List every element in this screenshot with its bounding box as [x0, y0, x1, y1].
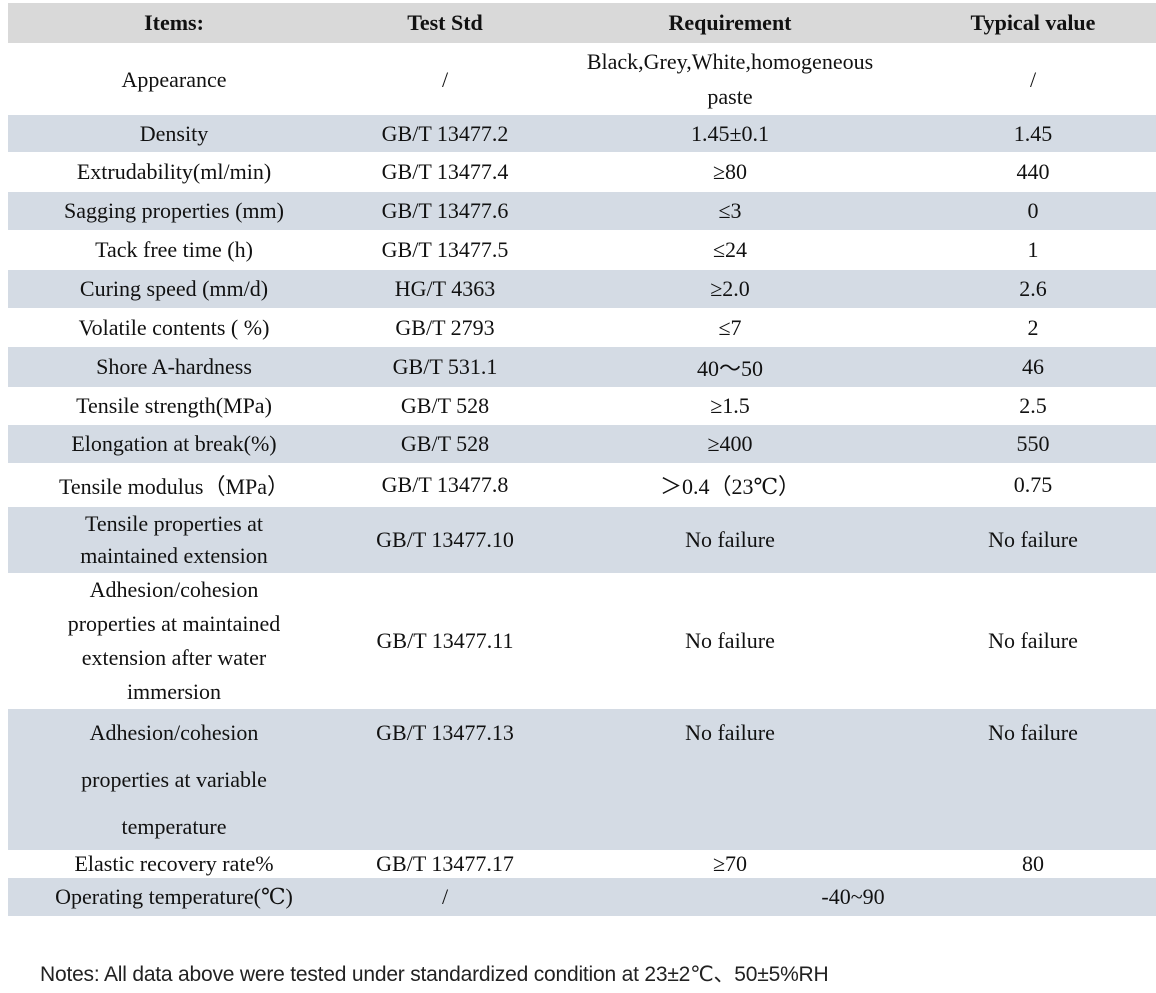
- requirement-cell: -40~90: [821, 884, 885, 909]
- requirement-cell: ＞0.4（23℃）: [659, 474, 801, 499]
- typical-value-cell: 1: [1027, 237, 1039, 262]
- item-cell: Appearance: [121, 66, 227, 92]
- spec-table-body: Appearance / Black,Grey,White,homogeneous …: [8, 43, 1156, 916]
- item-cell: Tack free time (h): [95, 237, 253, 262]
- test-std-cell: GB/T 2793: [395, 314, 495, 340]
- requirement-cell: Black,Grey,White,homogeneous paste: [586, 49, 874, 109]
- test-std-cell: GB/T 13477.5: [381, 237, 509, 262]
- test-std-cell: GB/T 13477.2: [381, 120, 509, 146]
- item-cell: Adhesion/cohesion properties at variable…: [81, 720, 267, 839]
- item-cell: Sagging properties (mm): [64, 198, 284, 223]
- typical-value-cell: 80: [1022, 851, 1044, 876]
- table-row: Adhesion/cohesion properties at variable…: [8, 709, 1156, 850]
- typical-value-cell: 2.5: [1019, 393, 1047, 418]
- item-cell: Adhesion/cohesion properties at maintain…: [67, 577, 281, 704]
- requirement-cell: No failure: [685, 628, 775, 653]
- table-row: Density GB/T 13477.2 1.45±0.1 1.45: [8, 115, 1156, 152]
- item-cell: Shore A-hardness: [96, 354, 252, 379]
- table-row: Tensile strength(MPa) GB/T 528 ≥1.5 2.5: [8, 387, 1156, 425]
- requirement-cell: ≤3: [718, 198, 742, 223]
- table-row: Curing speed (mm/d) HG/T 4363 ≥2.0 2.6: [8, 270, 1156, 308]
- typical-value-cell: No failure: [988, 527, 1078, 552]
- item-cell: Volatile contents ( %): [78, 314, 270, 340]
- item-cell: Operating temperature(℃): [55, 884, 293, 909]
- test-std-cell: GB/T 13477.13: [376, 720, 514, 745]
- typical-value-cell: No failure: [988, 720, 1078, 745]
- typical-value-cell: /: [1029, 66, 1037, 92]
- table-row: Tack free time (h) GB/T 13477.5 ≤24 1: [8, 230, 1156, 270]
- item-cell: Elastic recovery rate%: [74, 851, 274, 876]
- table-row: Operating temperature(℃) / -40~90: [8, 878, 1156, 916]
- test-std-cell: /: [441, 66, 449, 92]
- test-std-cell: GB/T 13477.10: [376, 527, 514, 552]
- test-std-cell: GB/T 528: [400, 393, 490, 418]
- spec-table-header: Items: Test Std Requirement Typical valu…: [8, 3, 1156, 43]
- table-row: Appearance / Black,Grey,White,homogeneous …: [8, 43, 1156, 115]
- requirement-cell: ≥400: [707, 431, 753, 456]
- table-row: Elongation at break(%) GB/T 528 ≥400 550: [8, 425, 1156, 463]
- item-cell: Density: [139, 120, 209, 146]
- col-header-typical-value: Typical value: [970, 10, 1096, 35]
- table-row: Extrudability(ml/min) GB/T 13477.4 ≥80 440: [8, 152, 1156, 192]
- col-header-requirement: Requirement: [668, 10, 792, 35]
- item-cell: Tensile strength(MPa): [76, 393, 272, 418]
- test-std-cell: GB/T 13477.8: [381, 472, 509, 497]
- requirement-cell: ≥2.0: [710, 276, 750, 301]
- test-std-cell: GB/T 13477.6: [381, 198, 509, 223]
- requirement-cell: ≥70: [712, 851, 748, 876]
- typical-value-cell: 46: [1022, 354, 1044, 379]
- col-header-test-std: Test Std: [407, 10, 483, 35]
- table-row: Volatile contents ( %) GB/T 2793 ≤7 2: [8, 308, 1156, 347]
- table-row: Shore A-hardness GB/T 531.1 40～50 46: [8, 347, 1156, 387]
- requirement-cell: ≤24: [712, 237, 748, 262]
- item-cell: Curing speed (mm/d): [79, 276, 269, 301]
- typical-value-cell: 440: [1016, 159, 1050, 184]
- test-std-cell: GB/T 531.1: [392, 354, 498, 379]
- typical-value-cell: 1.45: [1013, 120, 1053, 146]
- typical-value-cell: 550: [1016, 431, 1050, 456]
- typical-value-cell: 2.6: [1019, 276, 1047, 301]
- item-cell: Extrudability(ml/min): [76, 159, 272, 184]
- test-std-cell: GB/T 13477.4: [381, 159, 509, 184]
- table-row: Tensile properties at maintained extensi…: [8, 507, 1156, 573]
- test-std-cell: GB/T 528: [400, 431, 490, 456]
- item-cell: Tensile properties at maintained extensi…: [80, 511, 268, 568]
- requirement-cell: No failure: [685, 527, 775, 552]
- typical-value-cell: 2: [1027, 314, 1039, 340]
- test-std-cell: GB/T 13477.17: [376, 851, 514, 876]
- requirement-cell: ≥80: [712, 159, 748, 184]
- typical-value-cell: 0: [1027, 198, 1039, 223]
- table-row: Adhesion/cohesion properties at maintain…: [8, 573, 1156, 709]
- test-std-cell: GB/T 13477.11: [376, 628, 514, 653]
- requirement-cell: ≥1.5: [710, 393, 750, 418]
- notes-text: Notes: All data above were tested under …: [40, 963, 829, 986]
- item-cell: Tensile modulus（MPa）: [58, 474, 290, 499]
- requirement-cell: 1.45±0.1: [690, 120, 770, 146]
- test-std-cell: /: [441, 884, 449, 909]
- requirement-cell: 40～50: [696, 356, 763, 381]
- table-row: Elastic recovery rate% GB/T 13477.17 ≥70 80: [8, 850, 1156, 878]
- header-row: Items: Test Std Requirement Typical valu…: [8, 3, 1156, 43]
- item-cell: Elongation at break(%): [71, 431, 277, 456]
- col-header-items: Items:: [144, 10, 204, 35]
- requirement-cell: No failure: [685, 720, 775, 745]
- spec-table: Items: Test Std Requirement Typical valu…: [8, 3, 1156, 916]
- table-row: Tensile modulus（MPa） GB/T 13477.8 ＞0.4（23℃…: [8, 463, 1156, 507]
- requirement-cell: ≤7: [718, 314, 742, 340]
- typical-value-cell: 0.75: [1013, 472, 1053, 497]
- test-std-cell: HG/T 4363: [394, 276, 496, 301]
- typical-value-cell: No failure: [988, 628, 1078, 653]
- table-row: Sagging properties (mm) GB/T 13477.6 ≤3 0: [8, 192, 1156, 230]
